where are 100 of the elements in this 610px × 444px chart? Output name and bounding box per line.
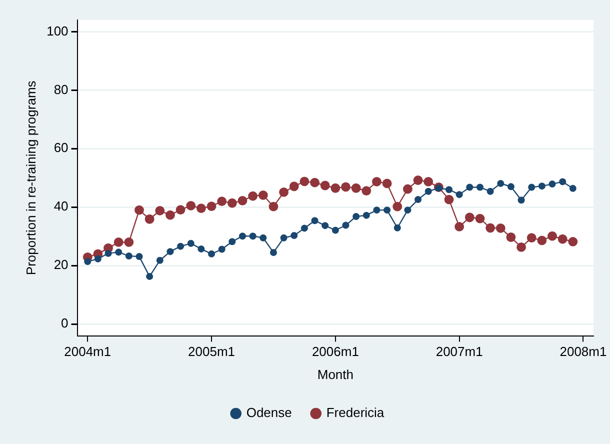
point [136,253,143,260]
point [392,202,402,212]
point [569,184,576,192]
point [424,188,432,195]
point [146,272,154,280]
point [177,242,184,250]
y-axis-title: Proportion in re-training programs [23,80,38,276]
point [476,184,484,191]
point [454,222,464,232]
x-tick-label: 2004m1 [64,344,112,360]
point [279,188,288,197]
x-axis-title: Month [317,366,354,382]
point [475,214,485,224]
point [384,206,391,214]
point [548,231,557,241]
point [456,191,463,198]
point [115,248,122,256]
point [104,250,112,257]
point [208,250,216,258]
point [446,186,452,194]
point [464,212,474,222]
y-tick-label: 40 [54,198,68,214]
point [373,206,380,214]
point [134,205,144,215]
point [537,236,547,246]
point [238,196,248,206]
point [518,196,525,204]
point [506,232,516,242]
point [176,205,186,214]
point [289,182,299,192]
point [568,236,578,246]
point [424,177,434,186]
point [249,232,256,240]
point [124,238,134,247]
point [330,183,340,193]
point [486,188,494,195]
point [248,191,258,201]
point [217,196,227,206]
point [559,178,566,186]
point [258,190,268,200]
legend-label: Fredericia [326,405,385,420]
point [558,234,568,244]
point [403,184,412,194]
point [342,222,350,229]
x-tick-label: 2008m1 [560,344,607,360]
point [382,178,392,188]
x-tick-label: 2007m1 [436,344,483,360]
point [486,223,496,233]
point [186,200,196,210]
point [280,234,288,242]
point [228,238,236,246]
point [206,202,216,211]
point [227,198,237,208]
point [497,180,504,187]
point [414,196,422,204]
point [94,255,102,262]
point [196,204,206,214]
point [114,238,124,247]
point [310,178,320,188]
point [156,256,164,264]
x-tick-label: 2005m1 [188,344,236,360]
point [351,183,361,193]
point [413,176,423,185]
point [238,232,246,240]
point [444,194,454,204]
point [187,240,194,247]
point [144,214,154,224]
point [290,232,298,240]
point [394,224,401,232]
point [311,217,318,224]
point [125,252,132,260]
point [362,212,370,219]
point [322,222,329,230]
point [198,245,205,252]
point [300,176,310,186]
point [404,206,412,214]
point [516,242,526,252]
y-tick-label: 0 [61,316,68,331]
point [548,180,556,188]
x-tick-label: 2006m1 [312,344,359,360]
point [332,226,339,234]
point [538,182,546,190]
point [270,248,277,256]
point [268,202,278,212]
point [362,186,372,196]
point [528,184,536,191]
point [166,248,174,256]
y-tick-label: 80 [54,82,68,97]
y-tick-label: 20 [54,257,68,272]
y-tick-label: 60 [54,140,68,156]
point [300,224,308,232]
point [155,206,165,216]
point [320,180,330,190]
legend-label: Odense [246,405,292,420]
y-tick-label: 100 [46,23,68,38]
point [260,234,267,242]
point [372,177,382,186]
point [507,183,514,190]
point [84,258,92,266]
point [496,223,506,233]
